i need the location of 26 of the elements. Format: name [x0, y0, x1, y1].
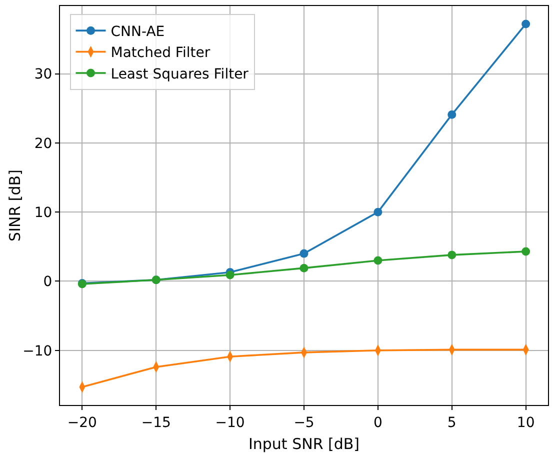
point [374, 256, 382, 265]
y-tick-label: 10 [34, 204, 52, 221]
point [448, 110, 456, 119]
x-tick-label: 0 [373, 414, 382, 431]
point [226, 270, 234, 280]
point [522, 20, 530, 28]
y-tick-label: −10 [22, 343, 52, 360]
y-tick-label: 30 [34, 66, 52, 83]
point [300, 249, 308, 258]
y-tick-label: 20 [34, 136, 52, 152]
legend-label: Matched Filter [110, 45, 210, 62]
x-tick-label: 10 [516, 414, 535, 431]
legend-label: CNN-AE [110, 24, 165, 40]
x-tick-label: −5 [294, 414, 314, 431]
x-tick-label: −20 [67, 414, 97, 431]
x-tick-label: 5 [447, 414, 456, 431]
point [300, 264, 308, 272]
point [522, 247, 530, 256]
point [374, 208, 382, 216]
point [448, 250, 456, 260]
x-axis-title: Input SNR [dB] [248, 435, 360, 453]
y-axis-title: SINR [dB] [6, 170, 24, 242]
y-tick-label: 0 [43, 274, 52, 290]
x-tick-label: −10 [215, 414, 245, 431]
x-tick-label: −15 [141, 414, 171, 431]
legend-label: Least Squares Filter [110, 66, 249, 82]
